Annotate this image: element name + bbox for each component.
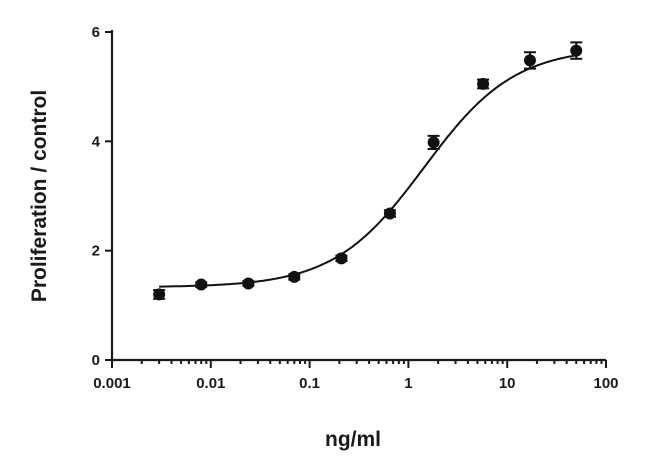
data-point bbox=[427, 136, 440, 149]
x-axis-title: ng/ml bbox=[325, 428, 381, 451]
y-tick-label: 2 bbox=[92, 243, 100, 260]
data-point bbox=[523, 54, 536, 67]
x-tick-label: 1 bbox=[404, 375, 412, 392]
x-tick-label: 0.1 bbox=[299, 375, 320, 392]
data-point bbox=[153, 288, 166, 301]
y-tick-label: 4 bbox=[92, 133, 101, 150]
fit-curve bbox=[159, 54, 577, 288]
axes bbox=[110, 30, 606, 362]
y-tick-label: 6 bbox=[92, 24, 100, 41]
data-point bbox=[335, 252, 348, 265]
x-tick-label: 100 bbox=[593, 375, 618, 392]
data-point bbox=[383, 207, 396, 220]
x-tick-label: 0.01 bbox=[196, 375, 225, 392]
x-tick-label: 0.001 bbox=[93, 375, 131, 392]
data-point bbox=[477, 77, 490, 90]
data-point bbox=[570, 44, 583, 57]
y-axis-title: Proliferation / control bbox=[28, 90, 51, 302]
y-tick-label: 0 bbox=[92, 352, 100, 369]
data-point bbox=[288, 270, 301, 283]
data-point bbox=[195, 278, 208, 291]
data-points bbox=[153, 41, 583, 301]
axis-ticks: 0 2 4 6 0.001 0.01 0.1 1 10 100 bbox=[92, 24, 619, 392]
data-point bbox=[242, 277, 255, 290]
x-tick-label: 10 bbox=[499, 375, 516, 392]
